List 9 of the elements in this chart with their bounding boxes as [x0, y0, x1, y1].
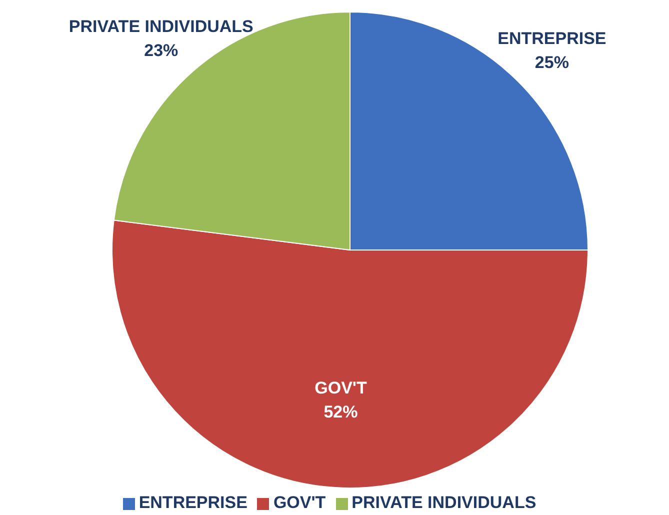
- legend-label: PRIVATE INDIVIDUALS: [352, 493, 536, 512]
- data-label: 52%: [324, 402, 358, 422]
- legend-label: GOV'T: [273, 493, 326, 512]
- slice-label: PRIVATE INDIVIDUALS: [68, 16, 254, 36]
- legend-label: ENTREPRISE: [138, 493, 248, 512]
- slice-label: GOV'T: [314, 378, 368, 398]
- data-label: 23%: [144, 40, 178, 60]
- slice-label: ENTREPRISE: [498, 29, 606, 48]
- data-label: 25%: [534, 53, 569, 72]
